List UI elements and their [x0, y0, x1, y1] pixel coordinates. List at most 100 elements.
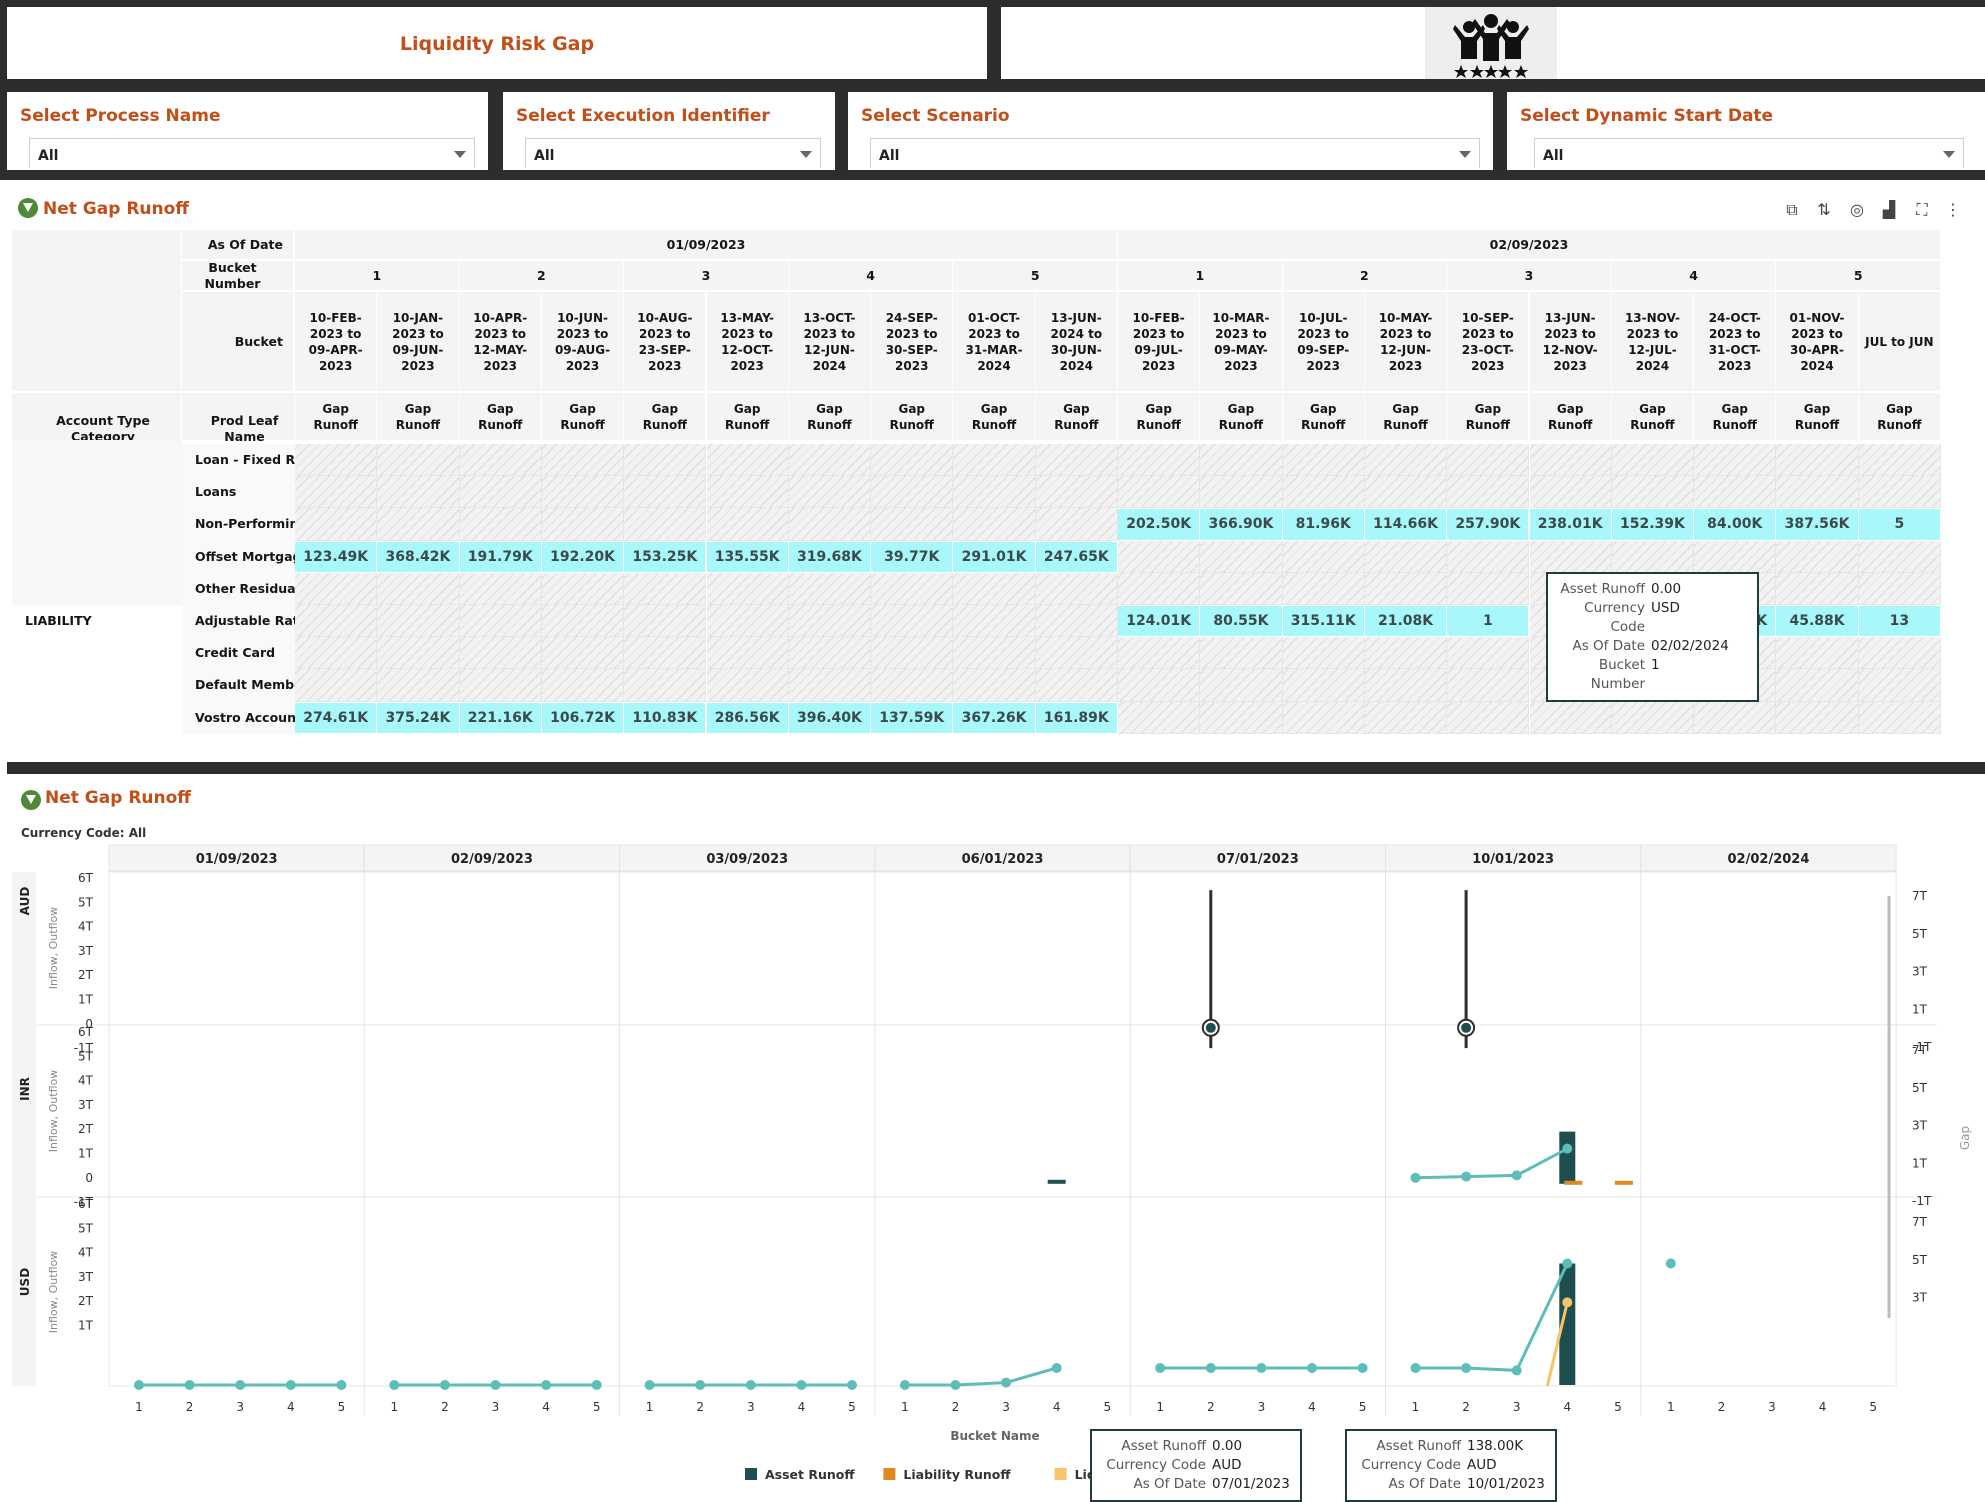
y-tick-left: 6T [78, 1025, 94, 1039]
gap-series-point [235, 1380, 246, 1390]
bucket-label-cell: 10-AUG-2023 to 23-SEP-2023 [624, 292, 707, 392]
pivot-icon[interactable]: ⧉ [1786, 200, 1798, 219]
process-name-select[interactable]: All [29, 138, 475, 168]
y-tick-left: 6T [78, 1197, 94, 1211]
empty-cell [1364, 701, 1448, 734]
empty-cell [295, 572, 378, 605]
table-section-title: Net Gap Runoff [43, 199, 190, 219]
bucket-label-cell: 10-JUL-2023 to 09-SEP-2023 [1282, 292, 1365, 392]
tooltip-value: 0.00 [1212, 1438, 1243, 1454]
gap-series-point [1511, 1365, 1522, 1376]
empty-cell [541, 637, 625, 670]
facet-column-label: 07/01/2023 [1217, 852, 1299, 867]
facet-row-strip [12, 872, 36, 1386]
empty-cell [295, 444, 378, 477]
fullscreen-icon[interactable]: ⛶ [1916, 200, 1928, 219]
gap-runoff-value: 396.40K [788, 702, 872, 733]
empty-cell [1035, 476, 1118, 509]
empty-cell [871, 605, 954, 638]
gap-series-point [541, 1380, 552, 1390]
gap-series-point [1511, 1170, 1522, 1181]
empty-cell [1118, 701, 1201, 734]
prod-leaf-name-cell: Credit Card [182, 637, 295, 670]
empty-cell [788, 605, 872, 638]
tooltip-row: As Of Date 07/01/2023 [1100, 1475, 1292, 1494]
facet-column-label: 02/02/2024 [1728, 852, 1810, 867]
dynamic-start-date-select[interactable]: All [1534, 138, 1964, 168]
chevron-down-icon [800, 151, 812, 158]
bucket-number-header: Bucket Number [182, 260, 294, 291]
gap-runoff-value: 375.24K [377, 702, 460, 733]
empty-cell [788, 669, 872, 702]
gap-series-point [899, 1380, 910, 1390]
y-tick-left: 2T [78, 1294, 94, 1308]
chevron-down-icon [1459, 151, 1471, 158]
tooltip-key: Currency Code [1106, 1457, 1206, 1473]
chart-tooltip: Asset Runoff 138.00K Currency Code AUD As Of… [1345, 1429, 1557, 1502]
empty-cell [1035, 572, 1118, 605]
tooltip-value: 1 [1651, 657, 1660, 673]
y-tick-left: 4T [78, 920, 94, 934]
execution-identifier-select[interactable]: All [525, 138, 821, 168]
facet-row-label: AUD [18, 887, 32, 916]
gap-runoff-value: 387.56K [1776, 509, 1859, 540]
filter-funnel-icon [18, 198, 38, 218]
facet-column-label: 06/01/2023 [962, 852, 1044, 867]
empty-cell [1858, 540, 1941, 573]
y-tick-left: 2T [78, 968, 94, 982]
facet-column-label: 03/09/2023 [706, 852, 788, 867]
gap-series-point [1155, 1362, 1166, 1373]
empty-cell [1529, 701, 1612, 734]
empty-cell [1447, 637, 1530, 670]
range-point [1461, 1022, 1472, 1033]
x-tick: 1 [390, 1400, 398, 1414]
x-tick: 5 [593, 1400, 601, 1414]
chart-type-icon[interactable]: ▟ [1882, 200, 1896, 219]
bucket-number-cell: 1 [295, 261, 460, 291]
gap-runoff-value: 291.01K [953, 541, 1036, 572]
gap-series-point [336, 1380, 347, 1390]
gap-series-point [490, 1380, 501, 1390]
x-tick: 4 [1053, 1400, 1061, 1414]
empty-cell [295, 508, 378, 541]
scenario-select[interactable]: All [870, 138, 1480, 168]
y-tick-right: 1T [1912, 1156, 1928, 1170]
empty-cell [1035, 605, 1118, 638]
facet-row-label: INR [18, 1077, 32, 1101]
y-tick-left: 3T [78, 1098, 94, 1112]
gap-series-point [1410, 1172, 1421, 1183]
tooltip-value: 07/01/2023 [1212, 1476, 1290, 1492]
empty-cell [1858, 476, 1941, 509]
empty-cell [871, 572, 954, 605]
header-banner: Liquidity Risk Gap [0, 0, 1985, 90]
empty-cell [1858, 637, 1941, 670]
y-tick-right: 5T [1912, 1253, 1928, 1267]
faceted-chart: 01/09/2023 02/09/2023 03/09/2023 06/01/2023… [12, 844, 1972, 1482]
x-tick: 1 [646, 1400, 654, 1414]
tooltip-row: Currency Code USD [1556, 599, 1749, 637]
gap-series-point [1205, 1362, 1216, 1373]
x-tick: 3 [1002, 1400, 1010, 1414]
tooltip-key: Currency Code [1584, 600, 1645, 635]
more-icon[interactable]: ⋮ [1945, 200, 1961, 219]
gap-runoff-value: 192.20K [541, 541, 625, 572]
tooltip-row: Asset Runoff 0.00 [1556, 580, 1749, 599]
filter-scenario: Select Scenario All [848, 92, 1493, 170]
sort-icon[interactable]: ⇅ [1817, 200, 1831, 219]
empty-cell [1611, 444, 1695, 477]
gap-runoff-value: 367.26K [953, 702, 1036, 733]
gap-runoff-value: 247.65K [1035, 541, 1118, 572]
pivot-table: As Of Date Bucket Number Bucket Account Typ… [12, 230, 1972, 752]
x-tick: 4 [287, 1400, 295, 1414]
prod-leaf-name-header: Prod Leaf Name [182, 393, 295, 444]
x-tick: 3 [1513, 1400, 1521, 1414]
empty-cell [377, 605, 460, 638]
x-tick: 5 [1869, 1400, 1877, 1414]
bucket-header: Bucket [182, 292, 294, 392]
empty-cell [1447, 572, 1530, 605]
x-tick: 2 [441, 1400, 449, 1414]
target-icon[interactable]: ◎ [1850, 200, 1864, 219]
bucket-label-cell: 24-SEP-2023 to 30-SEP-2023 [871, 292, 954, 392]
tooltip-key: Asset Runoff [1121, 1438, 1206, 1454]
empty-cell [953, 476, 1036, 509]
